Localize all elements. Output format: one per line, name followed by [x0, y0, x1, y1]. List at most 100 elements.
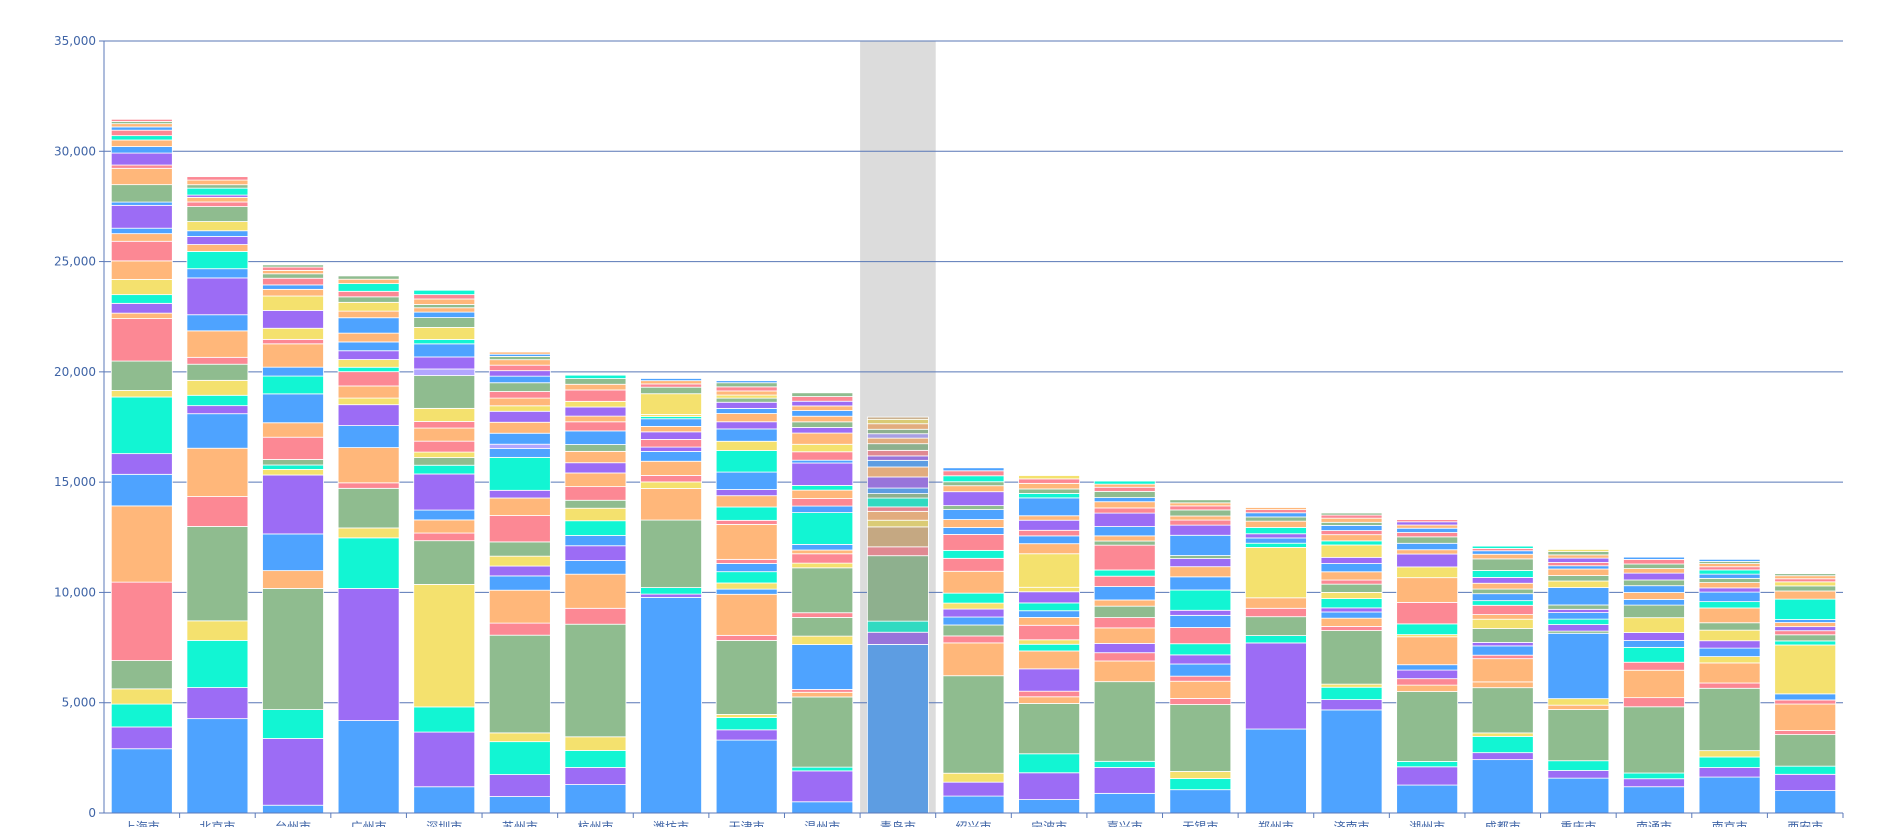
bar-segment [1698, 582, 1761, 589]
bar-segment [1245, 527, 1307, 535]
bar-segment [110, 204, 173, 229]
bar-segment [1623, 697, 1685, 708]
bar-segment [337, 487, 400, 529]
bar-segment [942, 527, 1005, 535]
bar-segment [186, 330, 249, 358]
bar-segment [1547, 557, 1610, 563]
bar-segment [1396, 623, 1459, 636]
bar-segment [866, 487, 929, 494]
bar-segment [1623, 572, 1685, 581]
bar-segment [1547, 551, 1610, 556]
bar-segment [791, 396, 854, 402]
bar-segment [1698, 656, 1761, 664]
bar-segment [1623, 706, 1685, 774]
bar-segment [1774, 575, 1837, 580]
bar-segment [186, 236, 249, 245]
bar-segment [488, 575, 551, 591]
bar-segment [1093, 617, 1156, 629]
y-tick-label: 20,000 [54, 365, 96, 379]
bar-segment [564, 400, 627, 408]
bar-segment [1774, 734, 1837, 767]
bar-segment [110, 201, 173, 206]
bar-segment [413, 532, 476, 542]
bar-segment [262, 738, 324, 806]
x-tick-label: 青岛市 [880, 819, 916, 827]
bar-segment [262, 459, 324, 466]
bar-segment [1018, 586, 1081, 593]
bar-segment [1471, 582, 1534, 590]
bar-segment [110, 453, 173, 475]
bar-segment [1018, 478, 1081, 484]
bar-segment [1471, 618, 1534, 629]
bar-segment [1169, 502, 1232, 507]
y-tick-label: 10,000 [54, 585, 96, 599]
bar-segment [1018, 639, 1081, 645]
x-tick-label: 嘉兴市 [1107, 819, 1143, 827]
bar-segment [1698, 687, 1761, 752]
bar-segment [942, 549, 1005, 559]
bar-segment [1018, 624, 1081, 641]
bar-segment [1774, 634, 1837, 642]
bar-segment [110, 473, 173, 507]
bar-stack [488, 351, 551, 814]
bar-stack [1774, 573, 1837, 814]
bar-segment [1623, 585, 1685, 593]
bar-segment [1093, 681, 1156, 762]
bar-segment [1245, 533, 1307, 539]
bar-segment [715, 401, 778, 409]
bar-segment [1698, 776, 1761, 814]
bar-segment [413, 584, 476, 708]
bar-segment [1698, 640, 1761, 649]
bar-segment [413, 509, 476, 521]
bar-segment [866, 416, 929, 420]
bar-segment [186, 176, 249, 181]
bar-segment [791, 770, 854, 803]
bar-segment [1396, 566, 1459, 579]
bar-segment [110, 660, 173, 690]
bar-segment [1774, 693, 1837, 701]
bar-segment [640, 425, 702, 433]
bar-segment [1320, 598, 1383, 609]
bar-segment [1093, 486, 1156, 492]
bar-segment [1320, 591, 1383, 599]
bar-segment [1623, 592, 1685, 600]
bar-segment [640, 418, 702, 427]
bar-segment [337, 385, 400, 399]
bar-segment [337, 537, 400, 589]
bar-segment [186, 179, 249, 186]
bar-segment [1093, 652, 1156, 662]
bar-segment [1093, 490, 1156, 498]
bar-segment [1774, 703, 1837, 731]
bar-segment [1169, 515, 1232, 521]
bar-segment [413, 368, 476, 376]
bar-segment [564, 520, 627, 536]
bar-segment [1093, 792, 1156, 814]
bar-segment [488, 370, 551, 377]
bar-segment [791, 462, 854, 486]
bar-segment [262, 464, 324, 470]
bar-stack [262, 264, 324, 814]
bar-segment [488, 351, 551, 355]
bar-segment [1169, 609, 1232, 616]
y-tick-label: 5,000 [62, 696, 96, 710]
bar-segment [715, 524, 778, 560]
bar-segment [1169, 789, 1232, 814]
bar-segment [640, 431, 702, 440]
bar-segment [337, 371, 400, 387]
x-tick-label: 湖州市 [1409, 819, 1445, 827]
bar-segment [337, 447, 400, 484]
bar-segment [262, 277, 324, 286]
bar-segment [1396, 761, 1459, 768]
bar-segment [1169, 509, 1232, 517]
bar-segment [1018, 610, 1081, 618]
bar-segment [564, 383, 627, 391]
bar-segment [1698, 756, 1761, 768]
bar-segment [715, 421, 778, 430]
bar-segment [715, 714, 778, 718]
bar-segment [186, 356, 249, 365]
bar-segment [186, 620, 249, 641]
bar-segment [413, 375, 476, 409]
bar-segment [791, 635, 854, 645]
